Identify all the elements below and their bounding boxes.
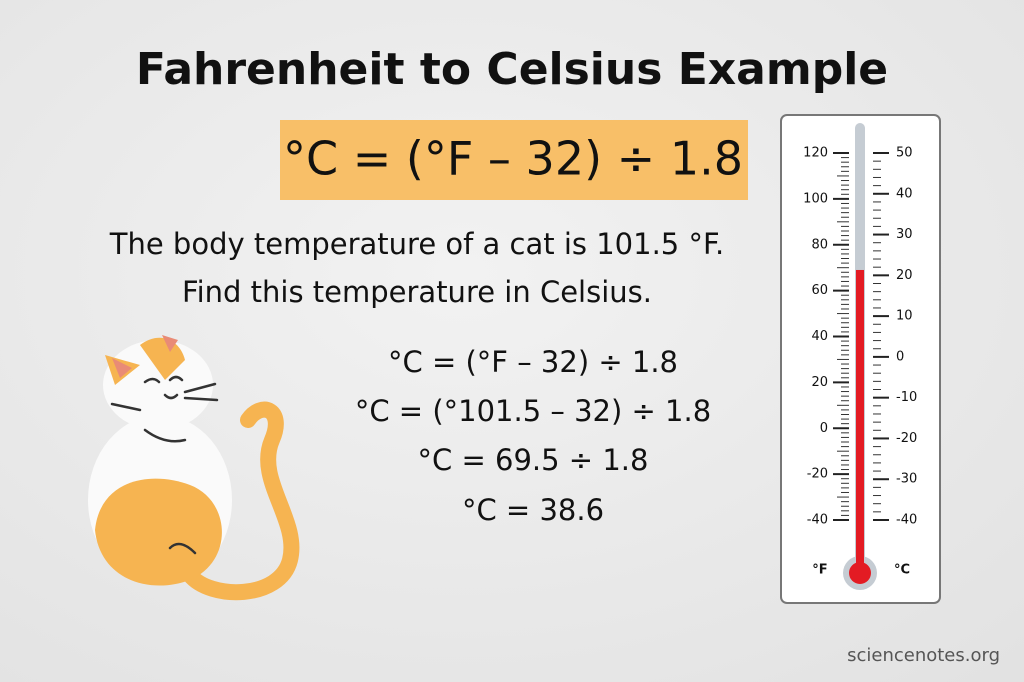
thermometer: °F °C 120100806040200-20-4050403020100-1… (780, 114, 941, 604)
formula-box (280, 120, 748, 200)
step: °C = 69.5 ÷ 1.8 (418, 443, 649, 477)
tick-label: 20 (811, 375, 828, 390)
tick-label: 40 (896, 186, 913, 201)
tick-label: 60 (811, 283, 828, 298)
tick-label: -20 (807, 467, 828, 482)
tick-label: -40 (807, 513, 828, 528)
tick-label: -30 (896, 472, 917, 487)
unit-label: °F (812, 563, 827, 578)
tick-label: 50 (896, 146, 913, 161)
cat (88, 335, 300, 601)
unit-label: °C (894, 563, 910, 578)
problem-line: Find this temperature in Celsius. (182, 275, 652, 309)
tick-label: -20 (896, 431, 917, 446)
tick-label: 80 (811, 237, 828, 252)
formula: °C = (°F – 32) ÷ 1.8 (283, 132, 743, 186)
title: Fahrenheit to Celsius Example (136, 44, 888, 95)
tick-label: 100 (803, 191, 828, 206)
tick-label: 40 (811, 329, 828, 344)
problem-line: The body temperature of a cat is 101.5 °… (109, 227, 724, 261)
step: °C = (°F – 32) ÷ 1.8 (388, 345, 678, 379)
tick-label: 20 (896, 268, 913, 283)
step: °C = 38.6 (462, 493, 604, 527)
footer: sciencenotes.org (847, 645, 1000, 666)
tick-label: 30 (896, 227, 913, 242)
tick-label: 0 (820, 421, 828, 436)
mercury (856, 269, 864, 563)
step: °C = (°101.5 – 32) ÷ 1.8 (355, 394, 711, 428)
tick-label: -10 (896, 390, 917, 405)
tick-label: 120 (803, 146, 828, 161)
bulb (849, 562, 871, 584)
tick-label: 0 (896, 349, 904, 364)
tick-label: -40 (896, 513, 917, 528)
tick-label: 10 (896, 309, 913, 324)
